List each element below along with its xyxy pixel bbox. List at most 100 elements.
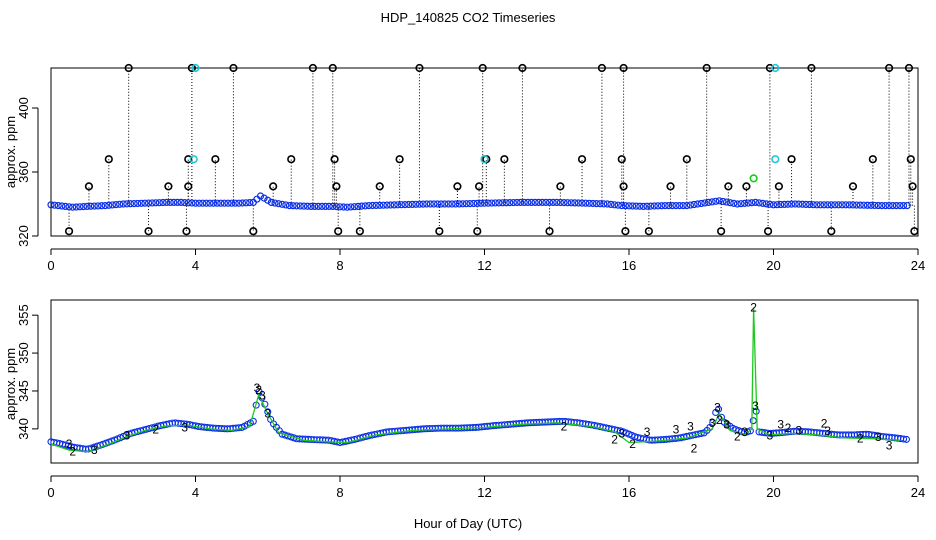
top-baseline-point bbox=[242, 199, 250, 207]
bottom-y-axis-label: approx. ppm bbox=[3, 348, 18, 420]
top-x-tick-label: 24 bbox=[911, 258, 925, 273]
top-baseline-point bbox=[842, 201, 850, 209]
top-baseline-point bbox=[87, 202, 95, 210]
top-baseline-point bbox=[791, 200, 799, 208]
spike-point bbox=[807, 63, 816, 73]
digit-label: 3 bbox=[824, 424, 831, 438]
top-baseline-point bbox=[405, 200, 413, 209]
top-baseline-point bbox=[524, 198, 532, 206]
top-baseline-point bbox=[632, 202, 640, 210]
top-baseline-point bbox=[809, 201, 817, 209]
spike-point bbox=[763, 227, 773, 236]
top-baseline-point bbox=[712, 197, 720, 205]
top-baseline-point bbox=[365, 202, 373, 210]
digit-label: 3 bbox=[673, 423, 680, 437]
spike-point bbox=[906, 155, 915, 164]
top-baseline-point bbox=[885, 202, 893, 210]
digit-label: 3 bbox=[618, 426, 625, 440]
top-baseline-point bbox=[834, 201, 843, 209]
top-baseline-point bbox=[314, 202, 322, 210]
top-baseline-point bbox=[166, 198, 174, 206]
top-baseline-point bbox=[191, 199, 200, 207]
top-baseline-point bbox=[694, 200, 702, 208]
spike-point bbox=[308, 63, 318, 73]
top-baseline-point bbox=[773, 201, 781, 209]
top-baseline-point bbox=[379, 201, 387, 209]
bottom-point bbox=[902, 435, 910, 443]
digit-label: 3 bbox=[264, 407, 271, 421]
top-baseline-point bbox=[264, 196, 272, 204]
spike-point bbox=[500, 155, 509, 164]
top-baseline-point bbox=[361, 202, 369, 210]
bottom-x-tick-label: 8 bbox=[336, 485, 343, 500]
top-baseline-point bbox=[488, 199, 496, 207]
spike-point bbox=[774, 182, 784, 191]
spike-point bbox=[287, 155, 296, 164]
spike-point bbox=[827, 227, 836, 236]
spike-point bbox=[435, 227, 444, 236]
top-baseline-point bbox=[69, 203, 77, 211]
x-axis-label: Hour of Day (UTC) bbox=[414, 516, 522, 531]
top-baseline-point bbox=[159, 198, 167, 207]
spike-point bbox=[848, 182, 858, 191]
digit-label: 2 bbox=[691, 442, 698, 456]
top-y-axis-label: approx. ppm bbox=[3, 116, 18, 188]
top-baseline-point bbox=[108, 201, 117, 209]
bottom-x-tick-label: 24 bbox=[911, 485, 925, 500]
top-baseline-point bbox=[863, 201, 872, 209]
top-baseline-point bbox=[282, 201, 290, 209]
top-baseline-point bbox=[762, 200, 770, 208]
cyan-point bbox=[189, 155, 198, 164]
digit-label: 3 bbox=[687, 420, 694, 434]
top-baseline-point bbox=[61, 202, 70, 210]
top-baseline-point bbox=[600, 200, 608, 208]
bottom-point bbox=[743, 428, 752, 436]
digit-label: 2 bbox=[734, 429, 741, 443]
top-baseline-point bbox=[271, 199, 279, 207]
top-baseline-point bbox=[368, 201, 377, 210]
top-baseline-point bbox=[484, 199, 492, 207]
top-baseline-point bbox=[614, 201, 622, 209]
top-baseline-point bbox=[806, 200, 814, 209]
digit-label: 3 bbox=[644, 425, 651, 439]
top-baseline-point bbox=[238, 199, 247, 207]
top-baseline-point bbox=[538, 198, 546, 206]
spike-point bbox=[908, 182, 917, 191]
top-baseline-point bbox=[386, 201, 395, 209]
top-baseline-point bbox=[72, 203, 80, 211]
top-baseline-point bbox=[318, 202, 326, 210]
top-x-tick-label: 20 bbox=[766, 258, 780, 273]
top-baseline-point bbox=[513, 198, 521, 207]
top-baseline-point bbox=[224, 199, 232, 207]
top-baseline-point bbox=[289, 202, 297, 210]
top-baseline-point bbox=[592, 200, 601, 208]
top-baseline-point bbox=[285, 202, 294, 210]
top-baseline-point bbox=[556, 198, 564, 207]
digit-label: 2 bbox=[629, 437, 636, 451]
top-x-tick-label: 0 bbox=[47, 258, 54, 273]
spike-point bbox=[211, 155, 220, 164]
spike-point bbox=[765, 63, 774, 73]
top-baseline-point bbox=[134, 199, 142, 208]
top-baseline-point bbox=[502, 199, 510, 207]
spike-point bbox=[619, 182, 628, 191]
top-baseline-point bbox=[881, 202, 890, 210]
digit-label: 3 bbox=[254, 381, 261, 395]
top-baseline-point bbox=[347, 203, 355, 211]
spike-point bbox=[666, 182, 675, 191]
top-baseline-point bbox=[231, 199, 239, 207]
top-baseline-point bbox=[661, 202, 669, 210]
top-baseline-point bbox=[531, 198, 539, 206]
top-baseline-point bbox=[896, 202, 904, 210]
top-baseline-point bbox=[509, 198, 518, 207]
top-baseline-point bbox=[878, 202, 886, 210]
top-baseline-point bbox=[54, 202, 62, 210]
top-baseline-point bbox=[704, 198, 713, 206]
top-baseline-point bbox=[296, 202, 304, 210]
top-baseline-point bbox=[520, 198, 528, 206]
top-baseline-point bbox=[137, 199, 145, 207]
bottom-x-tick-label: 16 bbox=[622, 485, 636, 500]
digit-label: 3 bbox=[741, 425, 748, 439]
top-baseline-point bbox=[527, 198, 536, 206]
top-baseline-point bbox=[737, 200, 745, 208]
